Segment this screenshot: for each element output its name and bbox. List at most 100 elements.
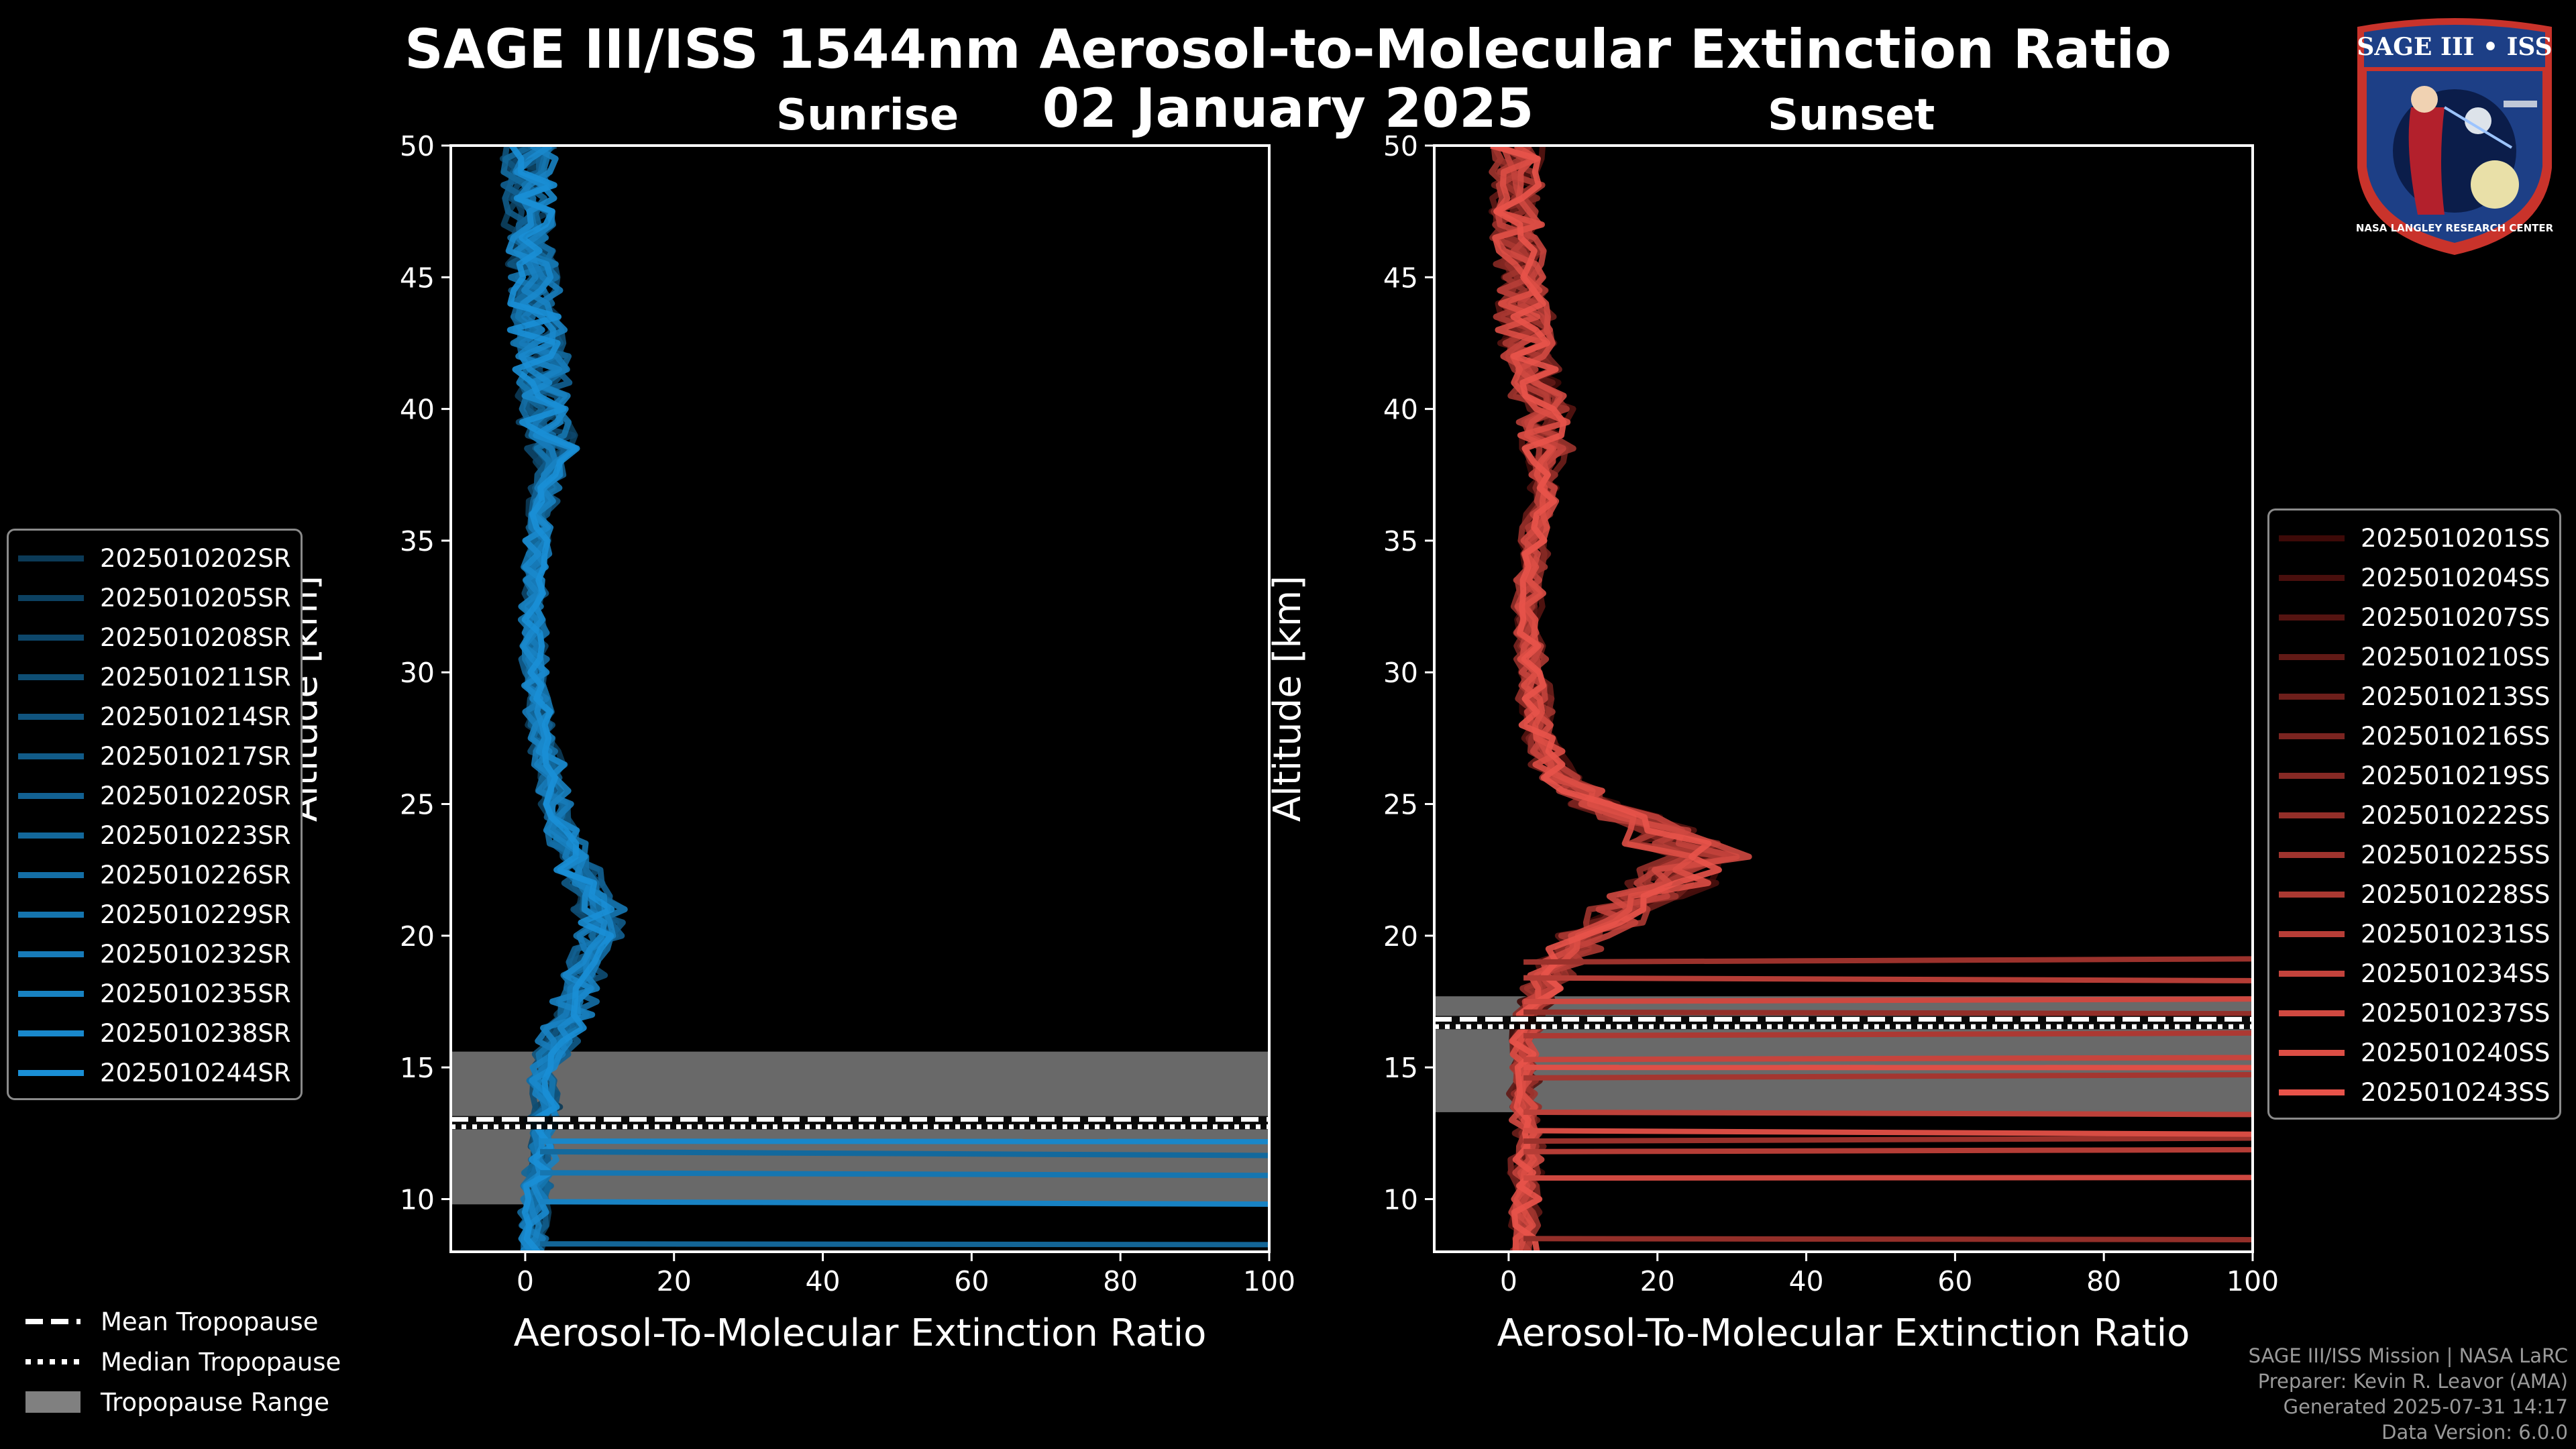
footer-generated: Generated 2025-07-31 14:17: [2283, 1395, 2568, 1418]
legend-label: 2025010238SR: [100, 1019, 291, 1048]
legend-swatch: [2279, 733, 2345, 739]
legend-swatch: [2279, 694, 2345, 700]
legend-label: 2025010214SR: [100, 702, 291, 731]
tropopause-legend-swatches: [25, 1319, 80, 1413]
tropopause-range-label: Tropopause Range: [101, 1387, 330, 1417]
x-tick-label: 100: [1243, 1265, 1295, 1297]
y-tick-label: 45: [1383, 262, 1418, 294]
legend-swatch: [18, 833, 84, 839]
sunrise-legend: 2025010202SR 2025010205SR 2025010208SR 2025…: [7, 529, 303, 1100]
legend-entry: 2025010207SS: [2279, 598, 2550, 637]
legend-entry: 2025010211SR: [18, 657, 291, 697]
sun-icon: [2471, 160, 2519, 209]
tropopause-legend: Mean Tropopause Median Tropopause Tropop…: [23, 1301, 341, 1422]
legend-swatch: [18, 1070, 84, 1076]
legend-swatch: [18, 872, 84, 878]
profile-spike: [540, 1148, 1269, 1159]
legend-entry: 2025010213SS: [2279, 677, 2550, 716]
legend-swatch: [18, 951, 84, 957]
y-tick-label: 15: [400, 1052, 435, 1084]
x-tick-label: 80: [2086, 1265, 2121, 1297]
legend-label: 2025010211SR: [100, 663, 291, 692]
x-tick-label: 0: [1500, 1265, 1517, 1297]
x-tick-label: 40: [1788, 1265, 1823, 1297]
axes-frame: [449, 144, 1271, 1253]
profile-2025010243SS: [1490, 146, 1722, 1252]
legend-mean-tropopause: Mean Tropopause: [23, 1301, 341, 1342]
profile-spike: [1523, 996, 2253, 1005]
profile-spike: [1523, 1175, 2253, 1181]
x-tick-label: 40: [805, 1265, 840, 1297]
y-tick-label: 10: [400, 1183, 435, 1216]
legend-swatch: [18, 635, 84, 641]
legend-label: 2025010235SR: [100, 979, 291, 1008]
x-tick-label: 0: [517, 1265, 534, 1297]
legend-swatch: [18, 595, 84, 601]
legend-swatch: [2279, 971, 2345, 977]
y-tick-label: 30: [400, 657, 435, 689]
legend-entry: 2025010204SS: [2279, 558, 2550, 598]
y-tick-label: 35: [400, 525, 435, 557]
legend-label: 2025010201SS: [2361, 524, 2551, 553]
legend-swatch: [18, 991, 84, 997]
sunset-title: Sunset: [1768, 91, 1935, 140]
legend-label: 2025010217SR: [100, 742, 291, 771]
profile-spike: [1523, 975, 2253, 983]
legend-entry: 2025010229SR: [18, 895, 291, 934]
legend-entry: 2025010217SR: [18, 737, 291, 776]
legend-swatch: [2279, 931, 2345, 937]
profile-spike: [1523, 1030, 2253, 1039]
footer-data-version: Data Version: 6.0.0: [2381, 1421, 2568, 1444]
legend-swatch: [18, 793, 84, 799]
figure-title: SAGE III/ISS 1544nm Aerosol-to-Molecular…: [405, 18, 2171, 80]
sage-mission-badge: SAGE III • ISS NASA LANGLEY RESEARCH CEN…: [2356, 18, 2554, 255]
legend-swatch: [2279, 1010, 2345, 1016]
legend-swatch: [2279, 812, 2345, 818]
legend-median-tropopause: Median Tropopause: [23, 1342, 341, 1382]
legend-label: 2025010210SS: [2361, 643, 2551, 672]
sunset-legend: 2025010201SS 2025010204SS 2025010207SS 2025…: [2267, 508, 2562, 1120]
profile-spike: [540, 1138, 1269, 1144]
legend-entry: 2025010210SS: [2279, 637, 2550, 677]
profile-spike: [1523, 1109, 2253, 1118]
profile-spike: [1523, 1128, 2253, 1137]
legend-entry: 2025010214SR: [18, 697, 291, 737]
legend-entry: 2025010216SS: [2279, 716, 2550, 756]
legend-entry: 2025010226SR: [18, 855, 291, 895]
profile-spike: [1523, 1072, 2253, 1081]
profile-spike: [1523, 1135, 2253, 1144]
y-tick-label: 25: [1383, 789, 1418, 821]
legend-label: 2025010208SR: [100, 623, 291, 652]
legend-label: 2025010244SR: [100, 1059, 291, 1087]
footer-preparer: Preparer: Kevin R. Leavor (AMA): [2257, 1370, 2568, 1393]
legend-label: 2025010232SR: [100, 940, 291, 969]
x-tick-label: 20: [657, 1265, 692, 1297]
legend-swatch: [2279, 614, 2345, 621]
legend-entry: 2025010237SS: [2279, 994, 2550, 1033]
legend-swatch: [18, 555, 84, 561]
legend-entry: 2025010232SR: [18, 934, 291, 974]
legend-label: 2025010213SS: [2361, 682, 2551, 711]
footer-credits: SAGE III/ISS Mission | NASA LaRC Prepare…: [2249, 1343, 2568, 1445]
y-tick-label: 15: [1383, 1052, 1418, 1084]
y-tick-label: 30: [1383, 657, 1418, 689]
profile-2025010235SR: [513, 146, 616, 1252]
profile-spike: [1523, 1236, 2253, 1242]
profile-spike: [1523, 1009, 2253, 1017]
legend-swatch: [2279, 654, 2345, 660]
astronomer-figure-icon: [2408, 107, 2445, 215]
y-tick-label: 40: [400, 394, 435, 426]
x-tick-label: 100: [2226, 1265, 2279, 1297]
x-axis-label: Aerosol-To-Molecular Extinction Ratio: [1497, 1311, 2190, 1355]
sunset-panel: 0 20 40 60 80 100 10 15 20 25 30 35 40 45 50 Aerosol-To…: [1266, 130, 2279, 1355]
footer-mission: SAGE III/ISS Mission | NASA LaRC: [2248, 1344, 2568, 1367]
figure-date: 02 January 2025: [1042, 77, 1534, 140]
profile-2025010244SR: [506, 146, 615, 1252]
legend-label: 2025010207SS: [2361, 603, 2551, 632]
legend-label: 2025010202SR: [100, 544, 291, 573]
y-tick-label: 20: [400, 920, 435, 953]
legend-swatch: [18, 753, 84, 759]
y-tick-label: 50: [400, 130, 435, 162]
legend-swatch: [2279, 1089, 2345, 1095]
legend-entry: 2025010202SR: [18, 539, 291, 578]
